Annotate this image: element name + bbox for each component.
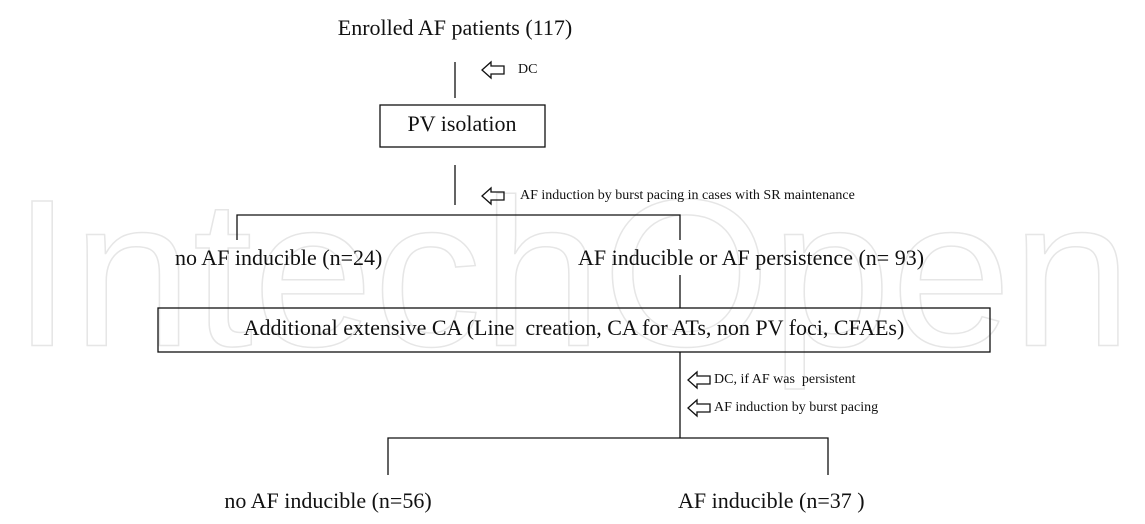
node-box	[157, 307, 991, 353]
node-box	[379, 104, 546, 148]
node-label: Enrolled AF patients (117)	[338, 15, 572, 40]
node-label: no AF inducible (n=24)	[175, 245, 382, 270]
arrow-icon	[687, 398, 711, 418]
arrow-icon	[481, 186, 505, 206]
node-label: Additional extensive CA (Line creation, …	[244, 315, 905, 340]
node-label: PV isolation	[407, 111, 516, 136]
connector	[236, 214, 681, 240]
annotation: DC, if AF was persistent	[714, 372, 856, 387]
arrow-icon	[481, 60, 505, 80]
annotation: AF induction by burst pacing in cases wi…	[520, 188, 855, 203]
arrow-icon	[687, 370, 711, 390]
node-label: no AF inducible (n=56)	[224, 488, 431, 513]
node-label: AF inducible (n=37 )	[678, 488, 865, 513]
node-label: AF inducible or AF persistence (n= 93)	[578, 245, 924, 270]
annotation: AF induction by burst pacing	[714, 400, 878, 415]
connector	[387, 437, 829, 475]
annotation: DC	[518, 62, 537, 77]
